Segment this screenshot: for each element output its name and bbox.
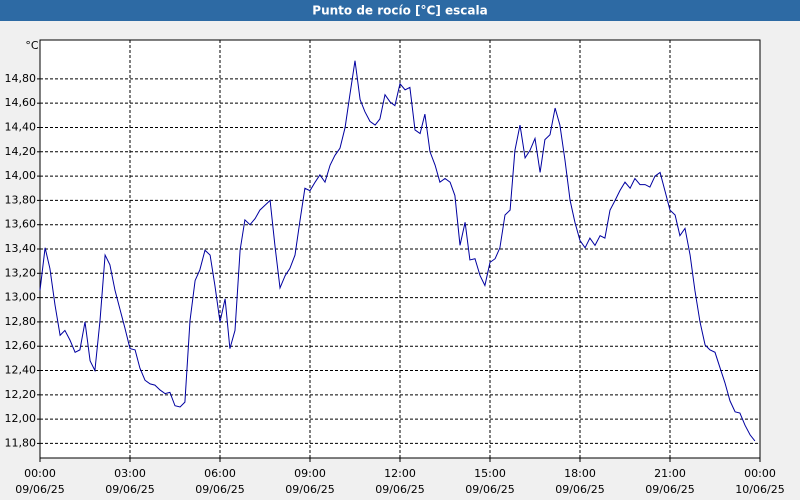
y-unit: °C bbox=[25, 39, 39, 52]
x-tick-date: 09/06/25 bbox=[555, 483, 604, 496]
x-tick-date: 10/06/25 bbox=[735, 483, 784, 496]
y-tick-label: 13,80 bbox=[5, 193, 37, 206]
y-tick-label: 13,00 bbox=[5, 291, 37, 304]
x-tick-date: 09/06/25 bbox=[465, 483, 514, 496]
x-tick-date: 09/06/25 bbox=[645, 483, 694, 496]
y-tick-label: 14,00 bbox=[5, 169, 37, 182]
y-tick-label: 14,20 bbox=[5, 145, 37, 158]
x-tick-label: 15:00 bbox=[474, 467, 506, 480]
y-tick-label: 14,80 bbox=[5, 72, 37, 85]
x-tick-label: 03:00 bbox=[114, 467, 146, 480]
x-tick-label: 09:00 bbox=[294, 467, 326, 480]
y-tick-label: 12,40 bbox=[5, 364, 37, 377]
x-tick-label: 18:00 bbox=[564, 467, 596, 480]
y-tick-label: 14,60 bbox=[5, 96, 37, 109]
x-tick-date: 09/06/25 bbox=[285, 483, 334, 496]
x-tick-label: 12:00 bbox=[384, 467, 416, 480]
x-tick-label: 00:00 bbox=[24, 467, 56, 480]
x-tick-date: 09/06/25 bbox=[195, 483, 244, 496]
y-tick-label: 12,60 bbox=[5, 339, 37, 352]
y-tick-label: 12,20 bbox=[5, 388, 37, 401]
x-tick-label: 00:00 bbox=[744, 467, 776, 480]
data-line bbox=[39, 60, 756, 442]
x-tick-label: 06:00 bbox=[204, 467, 236, 480]
y-tick-label: 13,20 bbox=[5, 266, 37, 279]
y-tick-label: 13,40 bbox=[5, 242, 37, 255]
x-tick-label: 21:00 bbox=[654, 467, 686, 480]
x-tick-date: 09/06/25 bbox=[375, 483, 424, 496]
x-tick-date: 09/06/25 bbox=[105, 483, 154, 496]
y-tick-label: 12,80 bbox=[5, 315, 37, 328]
y-tick-label: 12,00 bbox=[5, 412, 37, 425]
chart-title: Punto de rocío [°C] escala bbox=[312, 4, 487, 18]
y-tick-label: 14,40 bbox=[5, 120, 37, 133]
title-bar bbox=[0, 0, 800, 21]
y-tick-label: 11,80 bbox=[5, 436, 37, 449]
y-tick-label: 13,60 bbox=[5, 218, 37, 231]
x-tick-date: 09/06/25 bbox=[15, 483, 64, 496]
